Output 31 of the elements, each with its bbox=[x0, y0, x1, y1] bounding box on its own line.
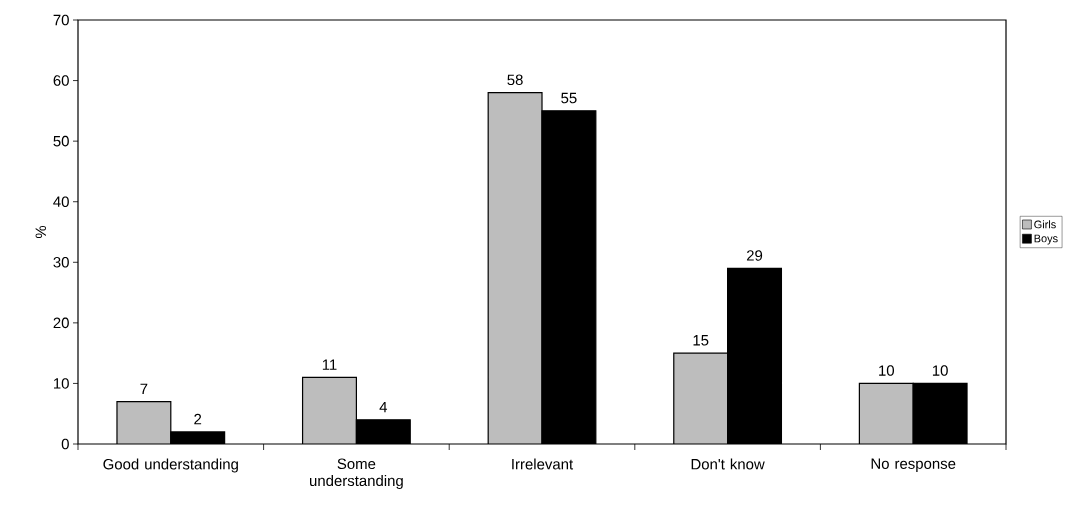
x-tick-label: Irrelevant bbox=[512, 458, 574, 470]
data-label: 10 bbox=[932, 365, 948, 376]
x-tick-label: No response bbox=[871, 458, 956, 472]
y-tick-label: 40 bbox=[53, 196, 69, 207]
bar bbox=[116, 401, 172, 444]
x-tick-label: Good understanding bbox=[103, 458, 238, 473]
x-tick-label: Some understanding bbox=[310, 458, 403, 489]
data-label: 15 bbox=[693, 335, 709, 346]
y-tick-label: 60 bbox=[53, 75, 69, 86]
bar bbox=[673, 352, 729, 444]
y-tick-label: 70 bbox=[53, 14, 69, 26]
x-tick-label: Don't know bbox=[691, 458, 765, 470]
y-tick-label: 30 bbox=[53, 256, 69, 268]
y-tick-label: 10 bbox=[54, 378, 69, 389]
bar bbox=[858, 382, 914, 444]
bar bbox=[301, 376, 357, 444]
y-tick-label: 20 bbox=[53, 317, 69, 329]
data-label: 29 bbox=[746, 250, 763, 261]
data-label: 11 bbox=[322, 359, 337, 370]
data-label: 10 bbox=[879, 365, 895, 376]
legend-label: Boys bbox=[1034, 234, 1058, 245]
data-label: 55 bbox=[561, 92, 577, 104]
y-axis-title: % bbox=[35, 225, 47, 239]
data-label: 7 bbox=[140, 383, 148, 394]
data-label: 2 bbox=[194, 413, 202, 425]
data-label: 4 bbox=[379, 401, 388, 413]
data-label: 58 bbox=[507, 74, 523, 86]
y-tick-label: 0 bbox=[61, 438, 69, 450]
y-tick-label: 50 bbox=[53, 135, 69, 147]
bar bbox=[487, 92, 543, 444]
legend-label: Girls bbox=[1034, 220, 1056, 229]
